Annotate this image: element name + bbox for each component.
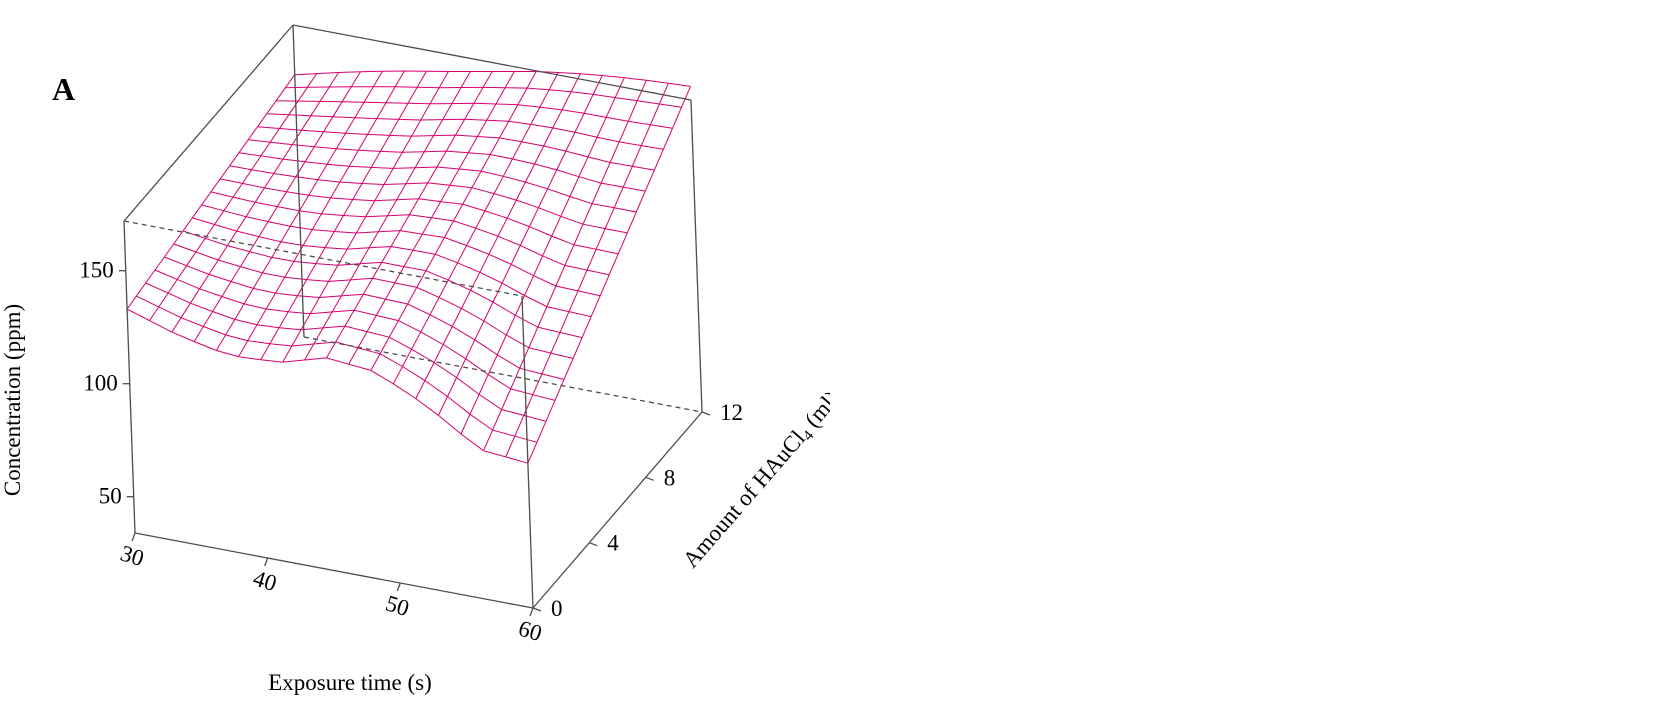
- svg-text:A: A: [52, 71, 75, 107]
- svg-text:Concentration (ppm): Concentration (ppm): [0, 304, 25, 496]
- svg-text:150: 150: [79, 258, 114, 283]
- svg-text:30: 30: [118, 541, 147, 572]
- svg-text:4: 4: [607, 531, 619, 556]
- svg-text:50: 50: [99, 484, 122, 509]
- svg-text:12: 12: [720, 400, 743, 425]
- svg-text:60: 60: [516, 616, 545, 647]
- svg-text:100: 100: [83, 371, 118, 396]
- svg-text:0: 0: [551, 596, 563, 621]
- svg-text:40: 40: [250, 566, 279, 597]
- svg-text:Exposure time (s): Exposure time (s): [268, 670, 432, 695]
- svg-text:50: 50: [383, 591, 412, 622]
- svg-text:8: 8: [664, 465, 676, 490]
